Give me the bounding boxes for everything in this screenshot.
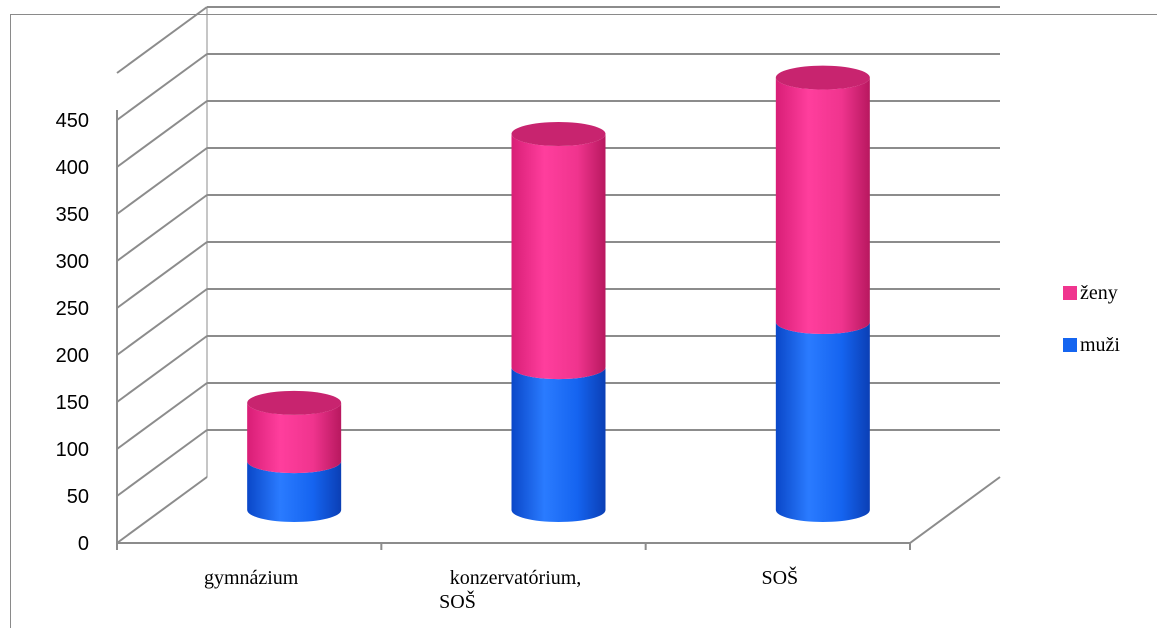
x-category-label: gymnázium (204, 567, 299, 589)
bar-ženy-0 (247, 402, 342, 474)
bar-muži-1 (511, 367, 606, 522)
side-gridline (116, 429, 208, 497)
y-tick-label: 0 (78, 533, 89, 555)
legend-swatch-0 (1063, 286, 1077, 300)
bar-top-1 (511, 122, 606, 146)
x-category-label: SOŠ (439, 589, 476, 613)
y-tick-label: 450 (56, 110, 89, 132)
y-tick-label: 350 (56, 204, 89, 226)
bar-muži-0 (247, 461, 342, 522)
bar-top-2 (775, 65, 870, 90)
y-tick-label: 250 (56, 298, 89, 320)
side-gridline (116, 6, 208, 74)
side-gridline (116, 241, 208, 309)
legend-label-0: ženy (1080, 282, 1118, 304)
labels: 0 50 100 150 200 250 300 350 400 450 gymnázium konz… (56, 110, 799, 613)
legend: ženy muži (1063, 282, 1120, 356)
legend-label-1: muži (1080, 334, 1120, 356)
bar-ženy-1 (511, 134, 606, 380)
axes (116, 110, 1001, 550)
y-tick-label: 300 (56, 251, 89, 273)
y-tick-label: 50 (67, 486, 89, 508)
side-gridline (116, 288, 208, 356)
y-tick-label: 200 (56, 345, 89, 367)
side-gridline (116, 194, 208, 262)
bar-ženy-2 (775, 77, 870, 334)
chart-frame (10, 14, 1157, 628)
bars (247, 65, 870, 522)
y-tick-label: 400 (56, 157, 89, 179)
side-gridline (116, 382, 208, 450)
side-gridline (116, 147, 208, 215)
legend-swatch-1 (1063, 338, 1077, 352)
y-tick-label: 100 (56, 439, 89, 461)
side-gridline (116, 100, 208, 168)
x-category-label: SOŠ (761, 565, 798, 589)
x-category-label: konzervatórium, (450, 567, 582, 589)
side-gridline (116, 53, 208, 121)
side-gridline (116, 476, 208, 544)
bar-muži-2 (775, 322, 870, 522)
y-tick-label: 150 (56, 392, 89, 414)
side-gridline (116, 335, 208, 403)
bar-top-0 (247, 390, 342, 415)
